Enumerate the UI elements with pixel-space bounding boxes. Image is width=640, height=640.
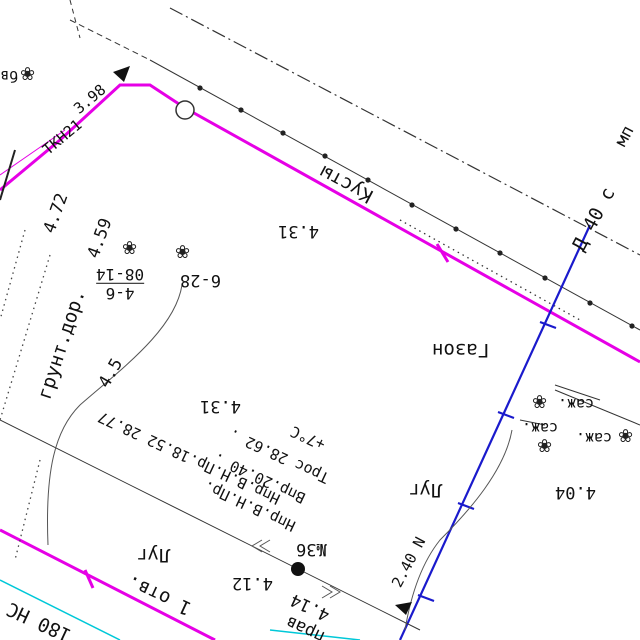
left-edge-stroke: [0, 149, 16, 201]
ground-road-dotted-3: [0, 229, 26, 321]
flower-icon: ❀: [532, 392, 548, 413]
magenta-tick-bottom: [83, 569, 95, 589]
triangle-arrow-icon-bottom: [395, 602, 412, 615]
contour-line-right: [404, 429, 513, 631]
fence-fragment-label: бв: [0, 67, 19, 85]
bushes-edge-dotted: [399, 219, 581, 321]
meadow-label-2: Луг: [136, 544, 171, 566]
well-number-label: №36: [296, 539, 327, 559]
blue-cable-ticks: [417, 320, 557, 603]
boundary-dashdot-line: [169, 7, 640, 256]
flower-icon: ❀: [618, 426, 634, 447]
road-edge-line: [0, 419, 421, 631]
triangle-arrow-icon: [113, 66, 130, 82]
ground-road-dotted-2: [14, 459, 41, 561]
magenta-utility-line-bottom: [0, 528, 216, 640]
flower-icon: ❀: [175, 242, 191, 263]
fence-dots: [197, 85, 635, 329]
meadow-label-1: Луг: [408, 479, 443, 501]
point-628-label: 6-28: [180, 270, 221, 290]
flower-icon: ❀: [122, 238, 138, 259]
flower-icon: ❀: [537, 436, 553, 457]
boundary-dashed-line: [69, 19, 151, 61]
elevation-431-mid: 4.31: [200, 396, 241, 416]
elevation-431-top: 4.31: [278, 221, 319, 241]
pointer-line-2: [519, 419, 546, 426]
ground-road-dotted-1: [0, 254, 51, 421]
boundary-dashed-vertical: [69, 0, 81, 39]
magenta-tick: [435, 243, 450, 263]
well-icon: [291, 562, 305, 576]
elevation-404: 4.04: [555, 482, 596, 502]
fraction-denominator: 08-14: [96, 264, 145, 284]
contour-line-45: [47, 284, 183, 546]
blue-cable-line: [398, 224, 592, 640]
road-edge-line-2: [554, 389, 640, 426]
chevron-right-icon: [321, 585, 341, 599]
lawn-label: Газон: [432, 339, 490, 361]
hydrant-icon: [175, 100, 195, 120]
magenta-thin-branch: [0, 129, 66, 176]
cyan-line: [0, 579, 121, 640]
magenta-utility-line: [0, 83, 640, 364]
pointer-line: [554, 384, 601, 401]
sapling-label-3: саж.: [576, 429, 613, 447]
sapling-label-2: саж.: [522, 419, 559, 437]
elevation-fraction: 4-6 08-14: [96, 264, 145, 303]
chevron-left-icon: [251, 539, 271, 553]
fraction-numerator: 4-6: [96, 282, 145, 303]
cyan-line-2: [269, 629, 361, 640]
flower-icon: ❀: [20, 64, 36, 85]
sapling-label-1: саж.: [558, 395, 595, 413]
fence-line: [149, 59, 640, 331]
elevation-412: 4.12: [232, 573, 273, 593]
